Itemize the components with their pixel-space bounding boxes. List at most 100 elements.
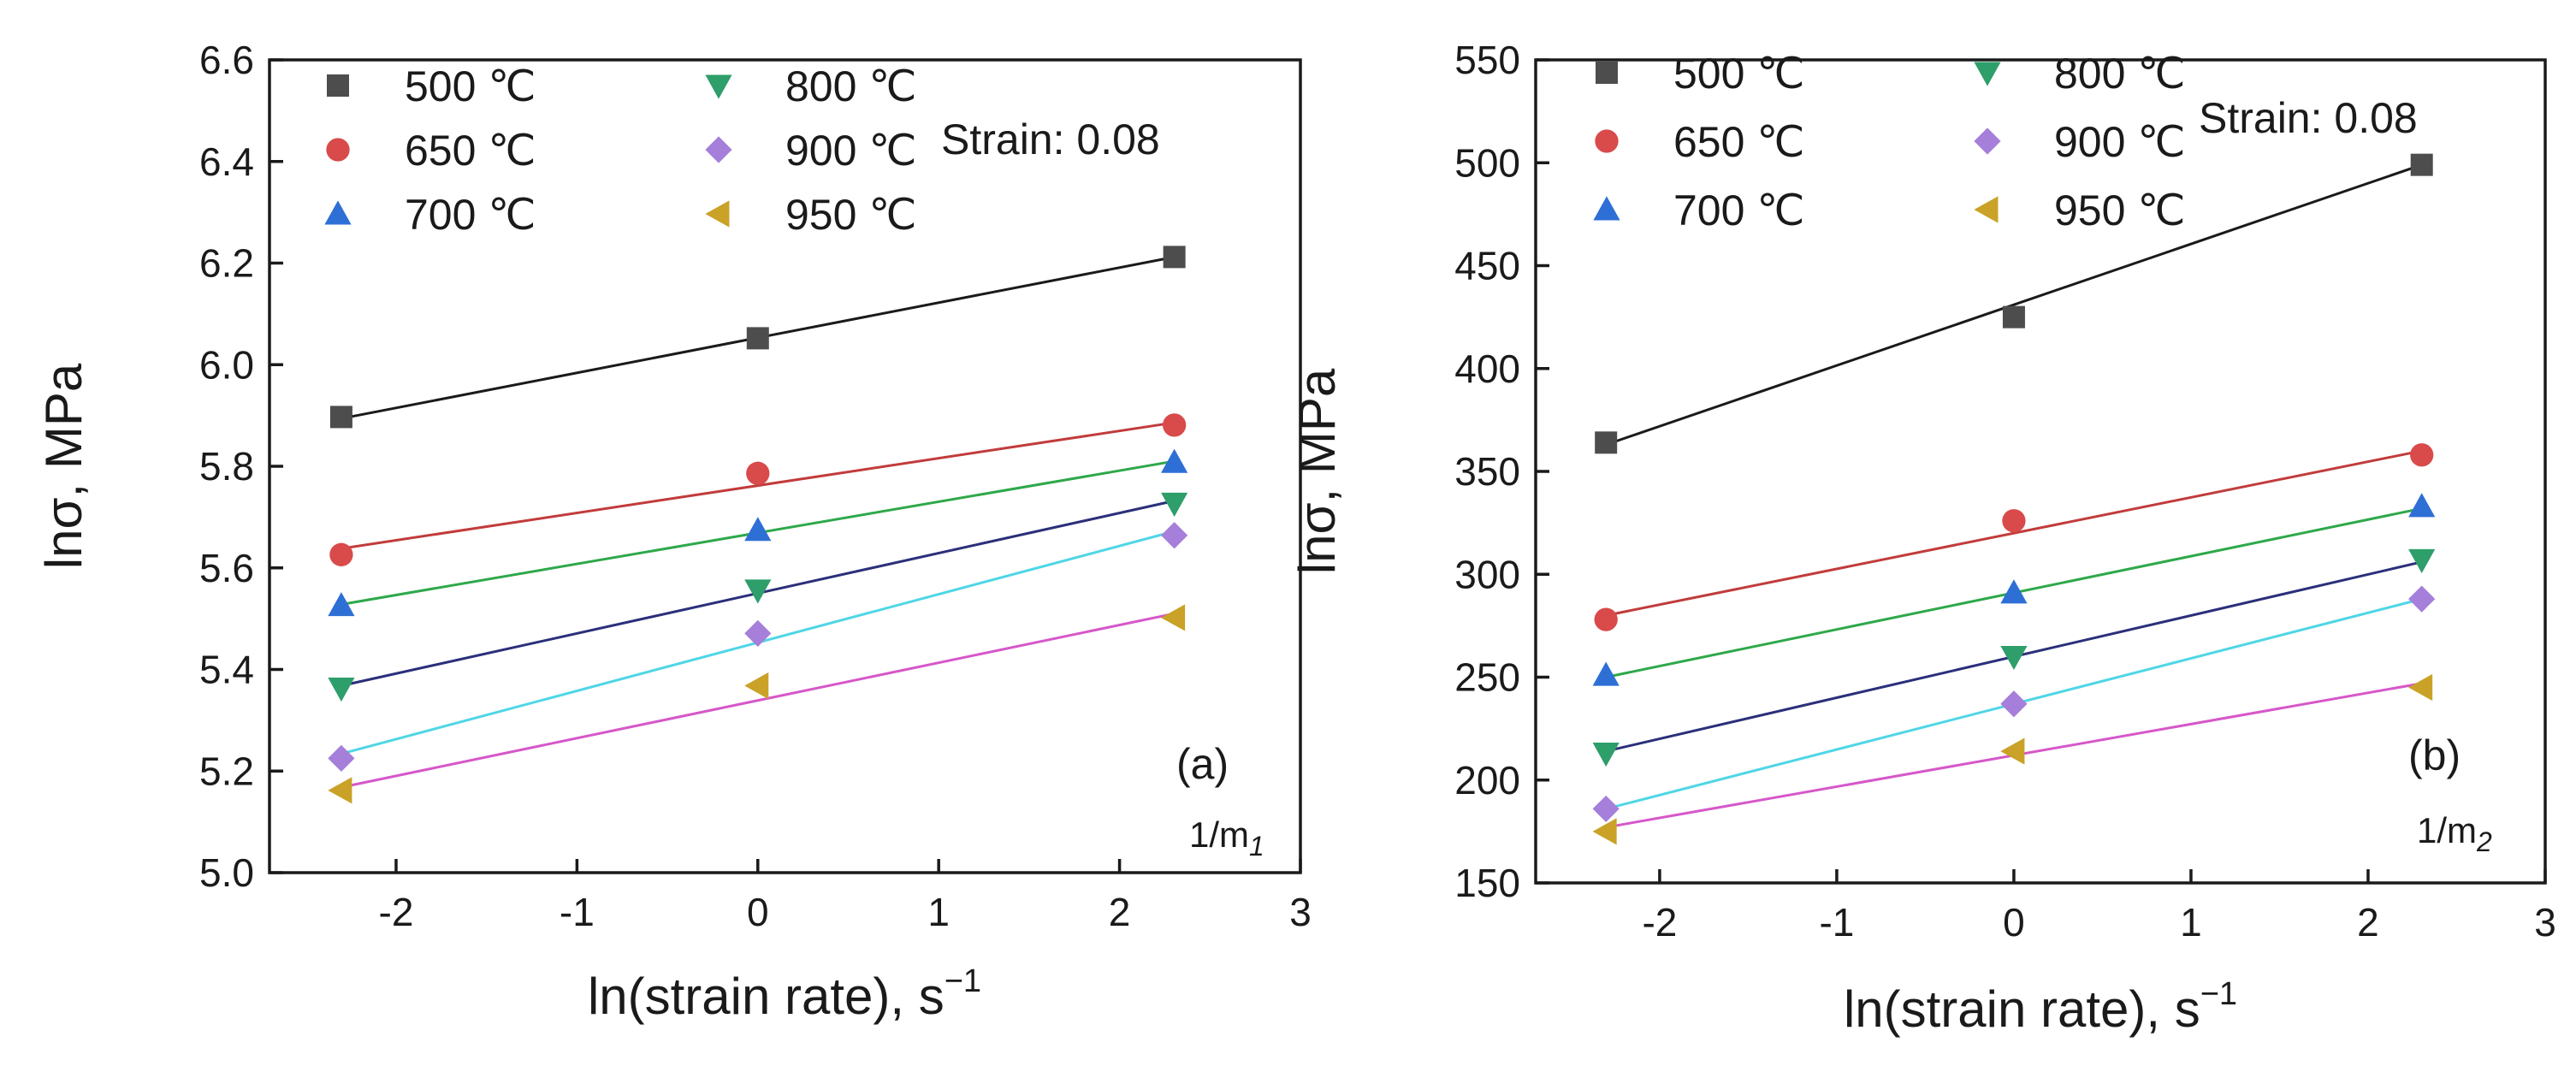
- y-tick-label: 350: [1454, 449, 1520, 494]
- fit-line: [341, 421, 1175, 550]
- legend-label: 650 ℃: [405, 127, 536, 175]
- y-tick-label: 6.0: [199, 342, 254, 387]
- x-tick-label: -2: [379, 890, 414, 934]
- legend-marker: [327, 74, 349, 97]
- data-point: [744, 579, 772, 604]
- data-point: [1163, 246, 1186, 269]
- y-tick-label: 5.0: [199, 850, 254, 895]
- legend-label: 700 ℃: [1673, 187, 1804, 234]
- legend-marker: [1974, 196, 1999, 223]
- data-point: [1594, 607, 1618, 631]
- legend-marker: [705, 136, 732, 163]
- data-point: [1163, 413, 1187, 437]
- legend-marker: [1595, 129, 1619, 153]
- axis-ticks-a: -2 -1 0 1 2 3 5.0 5.2 5.4 5.6 5.8 6.0 6.2 6.4 6.6: [199, 38, 1312, 934]
- fit-line: [1605, 163, 2423, 447]
- legend-marker: [1974, 62, 2001, 86]
- data-point: [744, 672, 769, 700]
- panel-label-a: (a): [1176, 740, 1229, 788]
- data-point: [2000, 645, 2028, 671]
- data-point: [2000, 737, 2025, 765]
- y-tick-label: 400: [1454, 346, 1520, 391]
- data-point: [329, 406, 352, 429]
- legend-label: 500 ℃: [405, 62, 536, 110]
- legend-marker: [326, 138, 350, 162]
- y-tick-label: 450: [1454, 244, 1520, 288]
- x-tick-label: -1: [560, 890, 595, 934]
- legend-label: 900 ℃: [2054, 118, 2185, 166]
- data-points-b: [1592, 153, 2436, 845]
- data-point: [2408, 585, 2436, 613]
- y-tick-label: 250: [1454, 655, 1520, 700]
- data-point: [328, 592, 355, 617]
- ylabel-a: lnσ, MPa: [35, 363, 92, 569]
- data-point: [1161, 604, 1186, 631]
- data-point: [1161, 522, 1188, 549]
- legend-label: 900 ℃: [785, 127, 916, 175]
- data-point: [2410, 443, 2434, 467]
- y-tick-label: 6.4: [199, 139, 254, 184]
- legend-label: 500 ℃: [1673, 50, 1804, 98]
- x-tick-label: 3: [1289, 890, 1312, 934]
- legend-marker: [705, 74, 732, 99]
- data-points-a: [328, 246, 1188, 804]
- xlabel-a: ln(strain rate), s−1: [588, 963, 981, 1025]
- legend-label: 650 ℃: [1673, 118, 1804, 166]
- legend-marker: [1593, 196, 1620, 221]
- y-tick-label: 5.4: [199, 648, 254, 692]
- x-tick-label: 0: [2003, 900, 2025, 945]
- slope-label-b: 1/m2: [2417, 810, 2492, 857]
- data-point: [1592, 818, 1617, 845]
- legend-a: 500 ℃ 650 ℃ 700 ℃ 800 ℃ 900 ℃ 950 ℃: [324, 62, 916, 239]
- y-tick-label: 200: [1454, 758, 1520, 803]
- data-point: [2002, 305, 2025, 329]
- panel-b: lnσ, MPa ln(strain rate), s−1 Strain: 0.…: [1288, 38, 2556, 1038]
- legend-label: 950 ℃: [2054, 187, 2185, 234]
- panel-label-b: (b): [2408, 731, 2461, 779]
- data-point: [1592, 795, 1620, 823]
- x-tick-label: 1: [2180, 900, 2202, 945]
- legend-label: 950 ℃: [785, 191, 916, 239]
- legend-marker: [1596, 62, 1618, 84]
- data-point: [2408, 548, 2436, 574]
- data-point: [744, 619, 772, 647]
- y-tick-label: 6.6: [199, 38, 254, 82]
- legend-label: 800 ℃: [785, 62, 916, 110]
- data-point: [746, 461, 770, 485]
- data-point: [1592, 743, 1620, 767]
- data-point: [2410, 153, 2433, 176]
- data-point: [328, 777, 352, 804]
- data-point: [1161, 492, 1188, 517]
- y-tick-label: 150: [1454, 861, 1520, 905]
- x-tick-label: 3: [2534, 900, 2556, 945]
- fit-line: [1605, 449, 2423, 617]
- y-tick-label: 5.8: [199, 444, 254, 489]
- axis-ticks-b: -2 -1 0 1 2 3 150 200 250 300 350 400 450 500 550: [1454, 38, 2556, 945]
- legend-label: 700 ℃: [405, 191, 536, 239]
- y-tick-label: 6.2: [199, 241, 254, 286]
- x-tick-label: 2: [1109, 890, 1131, 934]
- x-tick-label: -2: [1642, 900, 1677, 945]
- fit-line: [341, 612, 1175, 789]
- legend-b: 500 ℃ 650 ℃ 700 ℃ 800 ℃ 900 ℃ 950 ℃: [1593, 50, 2185, 234]
- ylabel-b: lnσ, MPa: [1288, 368, 1346, 574]
- data-point: [328, 677, 355, 702]
- y-tick-label: 5.2: [199, 749, 254, 793]
- legend-label: 800 ℃: [2054, 50, 2185, 98]
- legend-marker: [705, 200, 730, 228]
- fit-lines-b: [1605, 163, 2423, 829]
- data-point: [744, 517, 772, 542]
- legend-marker: [1974, 127, 2001, 155]
- data-point: [328, 744, 355, 773]
- plot-frame-b: [1534, 58, 2547, 885]
- data-point: [2408, 673, 2433, 702]
- xlabel-b: ln(strain rate), s−1: [1844, 976, 2237, 1038]
- strain-annotation-a: Strain: 0.08: [941, 115, 1160, 163]
- y-tick-label: 500: [1454, 140, 1520, 185]
- x-tick-label: -1: [1819, 900, 1854, 945]
- data-point: [1161, 448, 1188, 473]
- strain-annotation-b: Strain: 0.08: [2199, 94, 2418, 142]
- data-point: [2408, 493, 2436, 518]
- y-tick-label: 300: [1454, 552, 1520, 596]
- x-tick-label: 2: [2357, 900, 2379, 945]
